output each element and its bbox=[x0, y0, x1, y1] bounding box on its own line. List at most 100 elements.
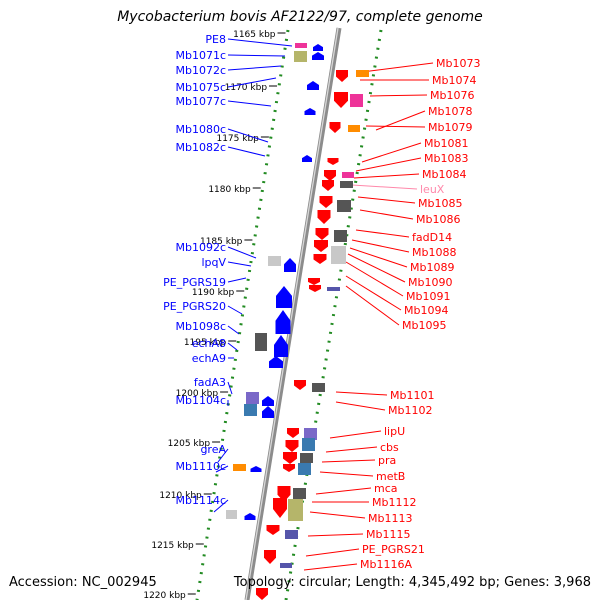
forward-gene-arrow bbox=[313, 44, 323, 51]
forward-gene-arrow bbox=[307, 81, 319, 90]
left-leader-line bbox=[227, 305, 243, 315]
reverse-gene-arrow bbox=[317, 210, 331, 224]
reverse-gene-arrow bbox=[308, 278, 320, 285]
right-gene-label: PE_PGRS21 bbox=[362, 543, 425, 556]
right-leader-line bbox=[347, 253, 406, 283]
left-gene-label: Mb1082c bbox=[175, 141, 226, 154]
left-leader-line bbox=[213, 499, 229, 513]
right-gene-label: Mb1115 bbox=[366, 528, 410, 541]
left-leader-line bbox=[227, 128, 269, 143]
right-gene-label: Mb1095 bbox=[402, 319, 446, 332]
right-gene-label: leuX bbox=[420, 183, 445, 196]
right-gene-label: lipU bbox=[384, 425, 405, 438]
left-gene-label: Mb1080c bbox=[175, 123, 226, 136]
right-leader-line bbox=[357, 196, 416, 204]
left-leader-line bbox=[227, 325, 240, 335]
left-gene-label: echA9 bbox=[192, 352, 226, 365]
reverse-gene-arrow bbox=[309, 285, 321, 292]
reverse-gene-arrow bbox=[313, 254, 327, 264]
right-gene-label: mca bbox=[374, 482, 398, 495]
reverse-gene-arrow bbox=[314, 240, 328, 252]
right-gene-label: Mb1079 bbox=[428, 121, 472, 134]
right-leader-line bbox=[361, 142, 422, 163]
forward-gene-arrow bbox=[302, 155, 312, 162]
reverse-gene-arrow bbox=[336, 70, 348, 82]
gene-block bbox=[334, 230, 347, 242]
tick-label: 1170 kbp bbox=[225, 83, 268, 93]
right-leader-line bbox=[375, 110, 426, 131]
right-leader-line bbox=[345, 261, 404, 297]
reverse-gene-arrow bbox=[283, 452, 297, 464]
left-gene-label: Mb1098c bbox=[175, 320, 226, 333]
reverse-gene-arrow bbox=[322, 180, 334, 191]
gene-block bbox=[246, 392, 259, 404]
tick-label: 1185 kbp bbox=[200, 237, 243, 247]
right-gene-label: fadD14 bbox=[412, 231, 452, 244]
reverse-gene-arrow bbox=[285, 440, 299, 452]
reverse-gene-arrow bbox=[324, 170, 336, 181]
reverse-gene-arrow bbox=[315, 228, 329, 240]
right-leader-line bbox=[359, 209, 414, 220]
forward-gene-arrow bbox=[269, 356, 283, 368]
left-ruler-track bbox=[195, 29, 290, 600]
left-leader-line bbox=[227, 38, 293, 47]
left-leader-line bbox=[227, 65, 282, 71]
right-gene-label: Mb1074 bbox=[432, 74, 476, 87]
right-leader-line bbox=[353, 173, 420, 179]
right-gene-label: pra bbox=[378, 454, 396, 467]
reverse-gene-arrow bbox=[287, 428, 299, 438]
right-leader-line bbox=[355, 157, 422, 172]
right-gene-label: Mb1090 bbox=[408, 276, 452, 289]
left-gene-label: Mb1077c bbox=[175, 95, 226, 108]
left-leader-line bbox=[227, 277, 247, 283]
gene-block bbox=[356, 70, 369, 77]
left-gene-label: Mb1071c bbox=[175, 49, 226, 62]
gene-block bbox=[293, 488, 306, 499]
tick-label: 1210 kbp bbox=[159, 491, 202, 501]
right-gene-label: cbs bbox=[380, 441, 399, 454]
tick-label: 1180 kbp bbox=[208, 185, 251, 195]
right-leader-line bbox=[351, 239, 410, 253]
genome-backbone bbox=[244, 27, 342, 600]
right-gene-label: Mb1116A bbox=[360, 558, 412, 571]
right-leader-line bbox=[309, 511, 366, 519]
map-title: Mycobacterium bovis AF2122/97, complete … bbox=[117, 9, 483, 25]
right-leader-line bbox=[361, 62, 434, 73]
left-gene-label: Mb1110c bbox=[175, 460, 226, 473]
right-gene-label: metB bbox=[376, 470, 405, 483]
left-gene-label: Mb1072c bbox=[175, 64, 226, 77]
left-gene-label: Mb1104c bbox=[175, 394, 226, 407]
forward-gene-arrow bbox=[262, 406, 274, 418]
left-leader-line bbox=[227, 77, 277, 88]
right-leader-line bbox=[345, 285, 400, 326]
right-leader-line bbox=[335, 391, 388, 396]
left-leader-line bbox=[227, 342, 238, 351]
right-gene-label: Mb1083 bbox=[424, 152, 468, 165]
left-gene-label: PE8 bbox=[205, 33, 226, 46]
gene-block bbox=[285, 530, 298, 539]
left-gene-label: Mb1075c bbox=[175, 81, 226, 94]
gene-block bbox=[312, 383, 325, 392]
reverse-gene-arrow bbox=[273, 498, 287, 518]
forward-gene-arrow bbox=[284, 258, 296, 272]
left-gene-label: Mb1092c bbox=[175, 241, 226, 254]
right-leader-line bbox=[369, 94, 428, 97]
forward-gene-arrow bbox=[275, 310, 291, 334]
right-ruler-track bbox=[284, 29, 383, 600]
reverse-gene-arrow bbox=[264, 550, 276, 564]
right-gene-label: Mb1091 bbox=[406, 290, 450, 303]
gene-block bbox=[337, 200, 351, 212]
right-leader-line bbox=[325, 446, 378, 453]
left-gene-label: greA bbox=[200, 443, 226, 456]
forward-gene-arrow bbox=[312, 52, 324, 60]
right-gene-label: Mb1084 bbox=[422, 168, 466, 181]
gene-block bbox=[233, 464, 246, 471]
tick-label: 1165 kbp bbox=[233, 30, 276, 40]
right-gene-label: Mb1088 bbox=[412, 246, 456, 259]
gene-block bbox=[280, 563, 292, 568]
left-gene-label: PE_PGRS20 bbox=[163, 300, 226, 313]
left-gene-label: PE_PGRS19 bbox=[163, 276, 226, 289]
right-gene-label: Mb1073 bbox=[436, 57, 480, 70]
right-gene-label: Mb1102 bbox=[388, 404, 432, 417]
